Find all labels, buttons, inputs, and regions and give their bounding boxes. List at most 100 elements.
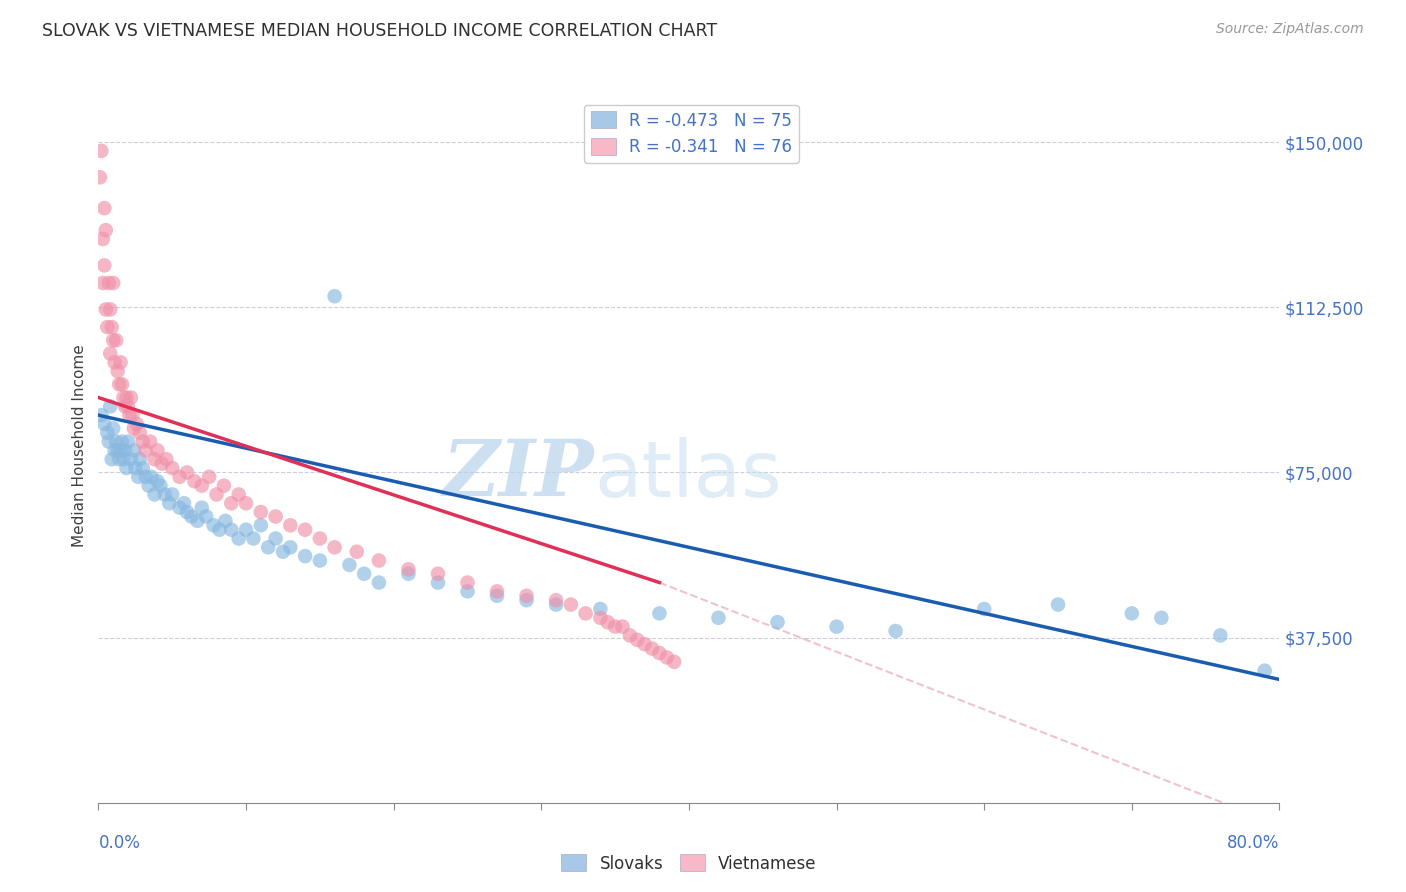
Point	[155, 452, 177, 467]
Point	[118, 408, 141, 422]
Point	[264, 509, 287, 524]
Point	[544, 593, 567, 607]
Point	[176, 466, 198, 480]
Point	[1254, 664, 1277, 678]
Point	[153, 487, 176, 501]
Point	[107, 364, 129, 378]
Point	[257, 541, 280, 555]
Point	[664, 655, 686, 669]
Point	[100, 320, 122, 334]
Point	[309, 553, 332, 567]
Point	[515, 589, 537, 603]
Point	[94, 223, 117, 237]
Point	[176, 505, 198, 519]
Point	[368, 575, 391, 590]
Point	[271, 545, 294, 559]
Point	[139, 434, 162, 449]
Point	[191, 478, 214, 492]
Text: Source: ZipAtlas.com: Source: ZipAtlas.com	[1216, 22, 1364, 37]
Point	[323, 289, 346, 303]
Point	[619, 628, 641, 642]
Point	[214, 514, 236, 528]
Point	[242, 532, 264, 546]
Point	[143, 487, 166, 501]
Point	[103, 421, 125, 435]
Point	[169, 470, 191, 484]
Point	[1150, 611, 1173, 625]
Point	[825, 619, 848, 633]
Point	[97, 276, 120, 290]
Point	[93, 417, 115, 431]
Point	[191, 500, 214, 515]
Point	[107, 443, 129, 458]
Text: 80.0%: 80.0%	[1227, 834, 1279, 852]
Point	[111, 377, 134, 392]
Point	[596, 615, 619, 630]
Point	[108, 452, 131, 467]
Point	[212, 478, 235, 492]
Point	[589, 602, 612, 616]
Legend: Slovaks, Vietnamese: Slovaks, Vietnamese	[554, 847, 824, 880]
Point	[183, 475, 205, 489]
Point	[456, 584, 478, 599]
Point	[138, 478, 160, 492]
Point	[162, 461, 183, 475]
Point	[100, 452, 122, 467]
Point	[278, 541, 302, 555]
Point	[396, 562, 419, 576]
Point	[427, 566, 450, 581]
Point	[368, 553, 391, 567]
Point	[186, 514, 208, 528]
Point	[707, 611, 730, 625]
Point	[180, 509, 202, 524]
Point	[103, 333, 125, 347]
Text: SLOVAK VS VIETNAMESE MEDIAN HOUSEHOLD INCOME CORRELATION CHART: SLOVAK VS VIETNAMESE MEDIAN HOUSEHOLD IN…	[42, 22, 717, 40]
Point	[162, 487, 183, 501]
Point	[589, 611, 612, 625]
Point	[205, 487, 228, 501]
Point	[91, 276, 114, 290]
Point	[309, 532, 332, 546]
Point	[228, 532, 250, 546]
Point	[120, 391, 142, 405]
Point	[90, 408, 112, 422]
Point	[105, 333, 128, 347]
Point	[250, 505, 273, 519]
Point	[112, 391, 135, 405]
Point	[128, 425, 150, 440]
Point	[264, 532, 287, 546]
Point	[655, 650, 678, 665]
Point	[90, 144, 112, 158]
Point	[1121, 607, 1143, 621]
Text: atlas: atlas	[595, 436, 782, 513]
Point	[208, 523, 231, 537]
Point	[117, 434, 139, 449]
Point	[96, 425, 118, 440]
Point	[112, 452, 135, 467]
Point	[202, 518, 225, 533]
Point	[427, 575, 450, 590]
Point	[91, 232, 114, 246]
Point	[122, 421, 145, 435]
Point	[294, 549, 316, 563]
Point	[132, 461, 155, 475]
Point	[108, 377, 131, 392]
Point	[111, 434, 134, 449]
Point	[114, 400, 136, 414]
Point	[98, 400, 121, 414]
Point	[104, 355, 127, 369]
Point	[456, 575, 478, 590]
Point	[228, 487, 250, 501]
Point	[124, 461, 146, 475]
Point	[122, 443, 145, 458]
Point	[605, 619, 627, 633]
Point	[150, 457, 173, 471]
Point	[612, 619, 634, 633]
Point	[135, 443, 157, 458]
Text: ZIP: ZIP	[443, 436, 595, 513]
Point	[110, 443, 132, 458]
Point	[353, 566, 375, 581]
Point	[626, 632, 648, 647]
Point	[396, 566, 419, 581]
Point	[105, 434, 128, 449]
